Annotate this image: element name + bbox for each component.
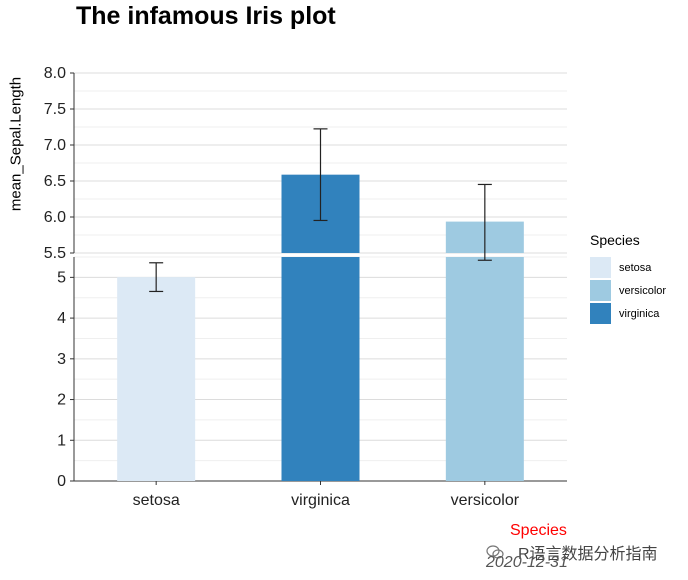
legend-label-virginica: virginica [619, 307, 660, 320]
wechat-icon [486, 545, 504, 559]
y-tick-label: 8.0 [44, 65, 66, 82]
y-tick-label: 5.5 [44, 245, 66, 262]
legend-swatch-setosa [590, 257, 611, 278]
legend-item-versicolor: versicolor [590, 279, 666, 302]
legend-item-setosa: setosa [590, 256, 666, 279]
watermark: R语言数据分析指南 [486, 540, 658, 564]
x-tick-label-virginica: virginica [291, 492, 350, 509]
y-tick-label: 7.0 [44, 137, 66, 154]
bar-setosa-lower [117, 277, 196, 481]
caption-date: 2020-12-31 [486, 554, 568, 571]
legend-label-setosa: setosa [619, 261, 652, 274]
legend-label-versicolor: versicolor [619, 284, 667, 297]
y-tick-label: 1 [57, 432, 66, 449]
bar-versicolor-lower [445, 257, 524, 481]
y-tick-label: 6.5 [44, 173, 66, 190]
x-tick-label-setosa: setosa [133, 492, 180, 509]
legend-swatch-virginica [590, 303, 611, 324]
bar-virginica-lower [281, 257, 360, 481]
y-tick-label: 6.0 [44, 209, 66, 226]
legend-swatch-versicolor [590, 280, 611, 301]
y-tick-label: 3 [57, 351, 66, 368]
legend-title: Species [590, 232, 640, 248]
caption-species: Species [510, 522, 567, 539]
legend-item-virginica: virginica [590, 302, 666, 325]
legend: Species setosa versicolor virginica [590, 232, 666, 325]
y-tick-label: 4 [57, 310, 66, 327]
y-tick-label: 2 [57, 392, 66, 409]
x-tick-label-versicolor: versicolor [451, 492, 520, 509]
chart-title: The infamous Iris plot [76, 2, 336, 30]
y-tick-label: 0 [57, 473, 66, 490]
watermark-text: R语言数据分析指南 [518, 546, 658, 563]
y-tick-label: 7.5 [44, 101, 66, 118]
y-tick-label: 5 [57, 269, 66, 286]
